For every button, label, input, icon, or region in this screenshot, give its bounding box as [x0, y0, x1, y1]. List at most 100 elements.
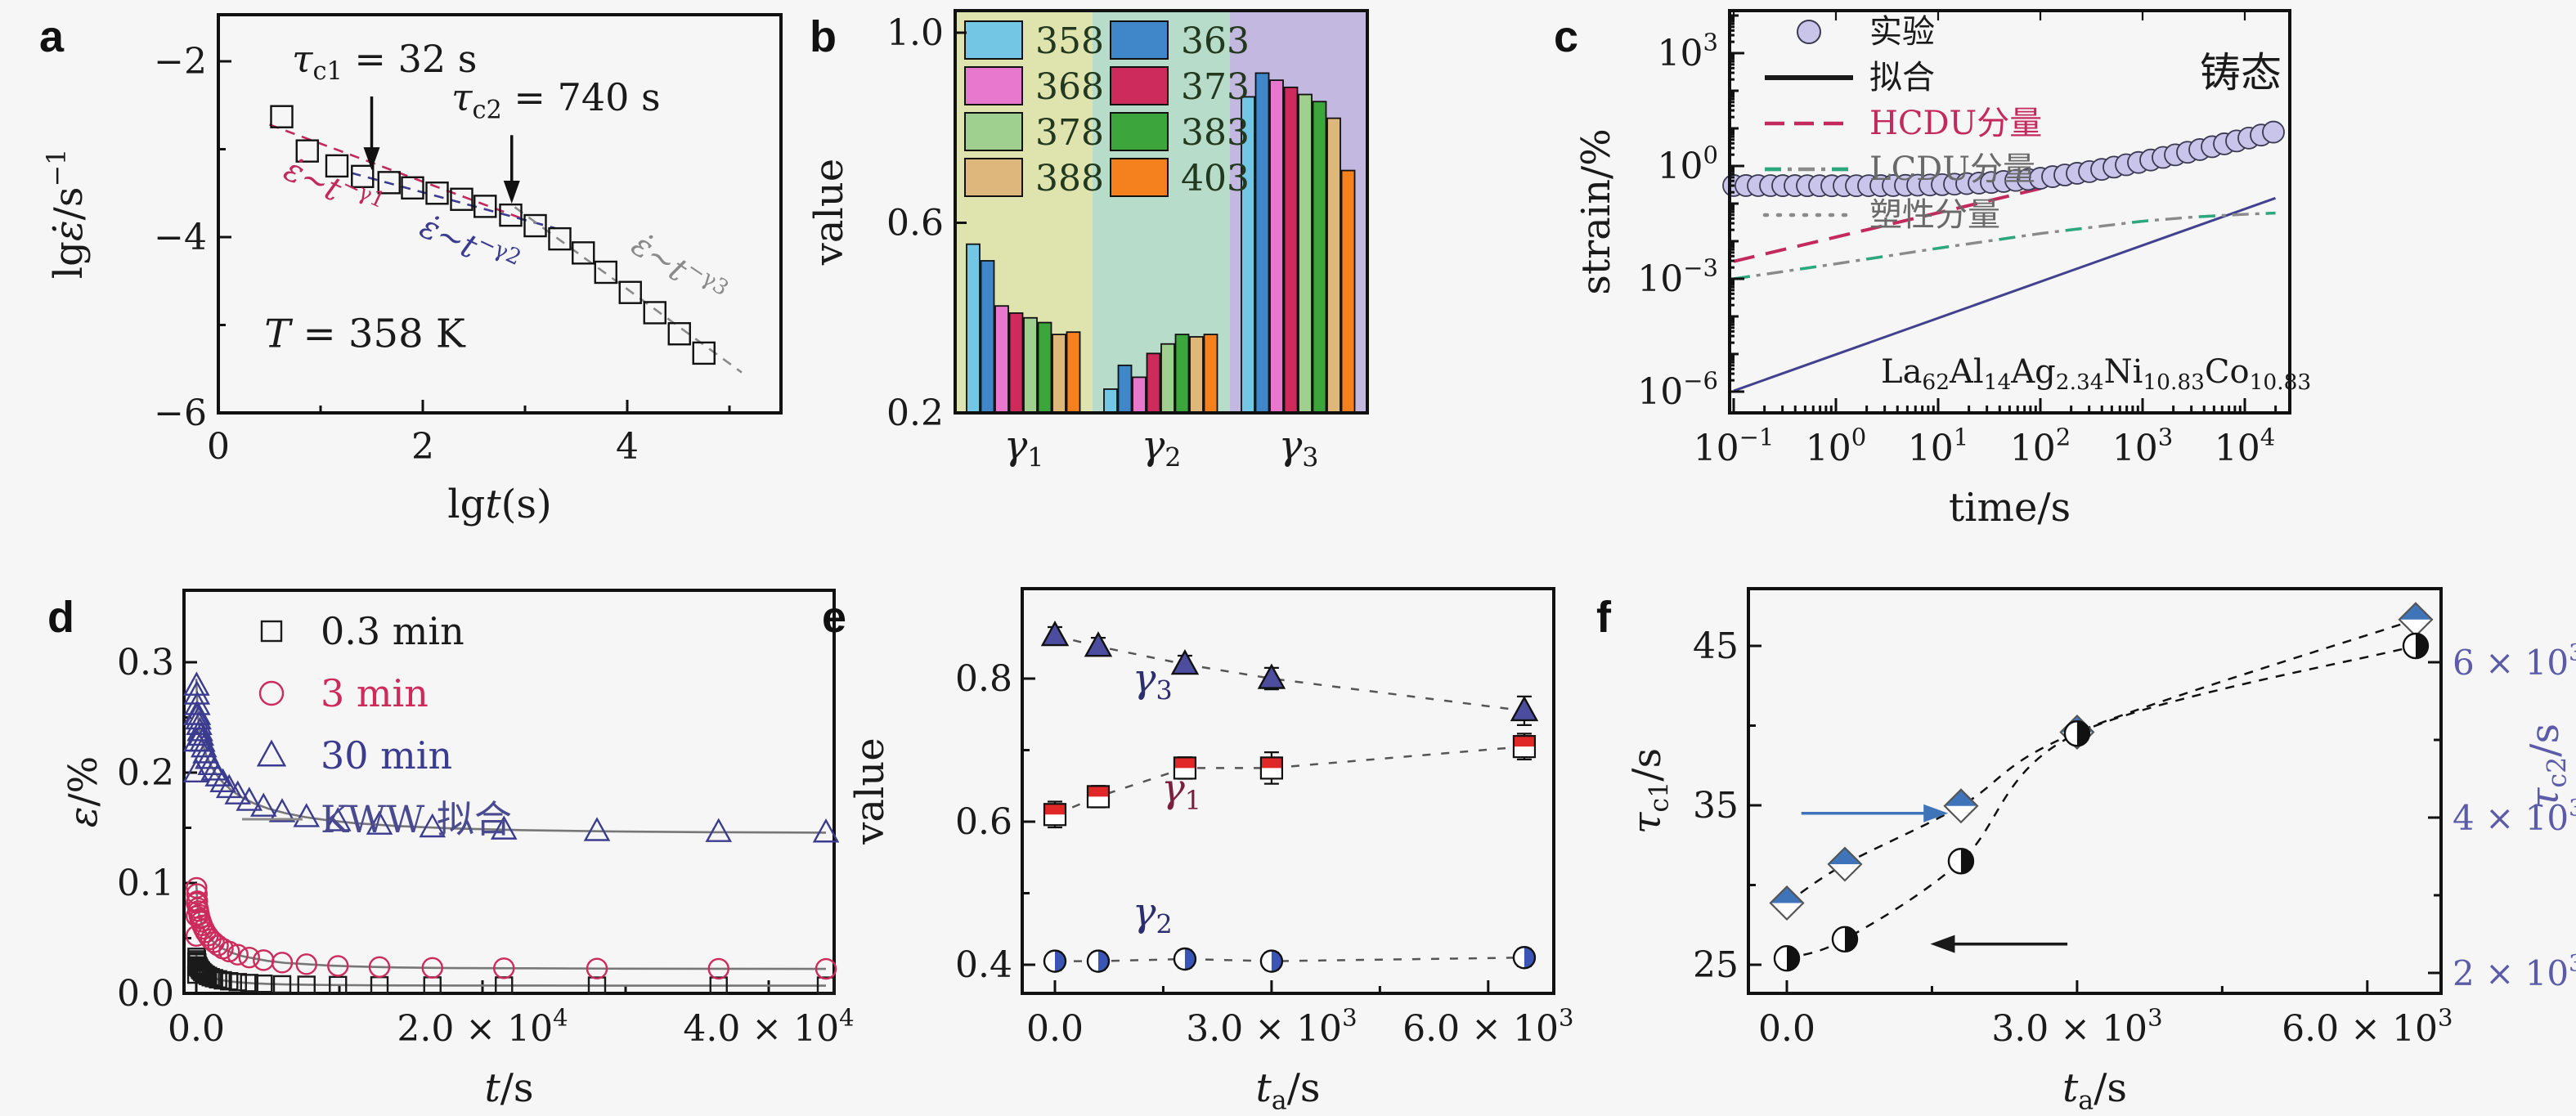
half-square-fill [1087, 786, 1109, 797]
half-diamond-edge [1943, 788, 1979, 824]
temperature-label: T = 358 K [264, 311, 466, 356]
x-tick-label: 101 [1908, 424, 1968, 469]
bar [1008, 312, 1024, 414]
triangle-marker [256, 739, 287, 767]
circle-marker [295, 953, 317, 975]
series-trend-line [1054, 634, 1525, 712]
bar [1037, 321, 1052, 414]
left-tick-label: 25 [1693, 944, 1739, 986]
legend-label: 358 [1035, 20, 1104, 62]
bar [1023, 316, 1038, 414]
square-marker [816, 976, 836, 995]
legend-label: 383 [1181, 112, 1250, 154]
x-tick-label: 0.0 [1026, 1008, 1084, 1050]
legend-label: 363 [1181, 20, 1250, 62]
triangle-marker [705, 818, 733, 842]
square-marker [572, 241, 595, 265]
triangle-marker [366, 810, 393, 835]
y-tick-label: 1.0 [886, 12, 944, 54]
y-axis-label: lgε̇/s−1 [43, 149, 92, 279]
tau-annotation: τc1 = 32 s [292, 37, 477, 86]
legend-label: 378 [1035, 112, 1104, 154]
triangle-marker [1510, 695, 1539, 722]
left-tick-label: 45 [1693, 625, 1739, 667]
legend-label: 塑性分量 [1869, 196, 2000, 234]
arrow-head [503, 181, 520, 204]
bar [1117, 364, 1133, 414]
left-axis-label: τc1/s [1624, 748, 1675, 834]
half-diamond-fill [1944, 789, 1977, 806]
x-tick-label: 3.0 × 103 [1186, 1004, 1357, 1050]
x-tick-label: 2.0 × 104 [397, 1004, 568, 1050]
y-tick-label: 10−3 [1637, 254, 1718, 300]
triangle-marker [1257, 663, 1286, 689]
half-circle-fill [1960, 849, 1973, 874]
circle-marker [186, 883, 208, 905]
power-law-label: ε̇~t−γ2 [415, 204, 525, 285]
half-square-fill [1174, 757, 1196, 769]
triangle-marker [419, 813, 447, 838]
tau-annotation: τc2 = 740 s [451, 75, 661, 124]
half-circle-edge [2402, 632, 2430, 660]
half-square-edge [1043, 803, 1067, 827]
half-circle-edge [1831, 926, 1859, 953]
panel-c: 10−1 100 101 102 103 104 103 100 10−3 10−6 time/s s… [1573, 9, 2311, 531]
panel-label-d: d [47, 593, 74, 642]
legend-label: 388 [1035, 158, 1104, 199]
plastic-component-line [1733, 196, 2277, 392]
square-marker [325, 154, 349, 178]
series-trend-line [1054, 745, 1525, 816]
y-tick-label: 0.2 [886, 392, 944, 434]
y-tick-label: −2 [154, 41, 207, 83]
legend-label: 拟合 [1869, 59, 1935, 96]
right-tick-label: 2 × 103 [2453, 949, 2576, 993]
legend-swatch [964, 66, 1023, 105]
half-circle-fill [1271, 950, 1282, 972]
panel-label-c: c [1554, 12, 1579, 61]
panel-label-f: f [1596, 593, 1611, 642]
half-diamond-edge [2398, 602, 2434, 638]
x-axis-label: time/s [1949, 485, 2071, 531]
square-marker [195, 964, 213, 983]
half-circle-edge [1086, 949, 1111, 973]
composition-label: La62Al14Ag2.34Ni10.83Co10.83 [1881, 353, 2311, 395]
square-marker [548, 226, 572, 251]
triangle-marker [249, 792, 277, 817]
panel-label-a: a [39, 12, 65, 61]
circle-marker [707, 957, 729, 980]
series-label: γ1 [1161, 766, 1201, 817]
kww-fit-line [195, 882, 827, 970]
y-tick-label: 0.6 [886, 203, 944, 244]
square-marker [667, 322, 691, 346]
bar [1326, 117, 1341, 414]
group-label: γ1 [1004, 423, 1044, 473]
triangle-marker [236, 787, 263, 811]
triangle-marker [224, 780, 252, 805]
arrow-head [1930, 934, 1955, 953]
triangle-marker [187, 721, 215, 746]
x-tick-label: 4 [616, 426, 639, 468]
legend-swatch [964, 158, 1023, 197]
square-marker [199, 966, 218, 985]
y-tick-label: 10−6 [1637, 367, 1718, 413]
circle-marker [421, 957, 443, 979]
y-tick-label: 0.2 [117, 752, 174, 794]
half-circle-fill [1787, 946, 1799, 971]
lcdu-component-accent [1733, 211, 2276, 280]
half-square-fill [1260, 757, 1282, 769]
x-tick-label: 2 [411, 426, 434, 468]
square-marker [295, 139, 319, 163]
half-circle-edge [1773, 944, 1801, 972]
legend-swatch [1110, 20, 1169, 60]
plot-frame [1021, 587, 1555, 995]
half-square-fill [1044, 804, 1066, 815]
square-marker [425, 182, 449, 205]
x-tick-label: 103 [2112, 424, 2173, 469]
half-diamond-fill [2399, 603, 2432, 620]
half-diamond-fill [1770, 886, 1803, 903]
square-marker [618, 280, 642, 304]
series-label: γ2 [1133, 890, 1173, 940]
